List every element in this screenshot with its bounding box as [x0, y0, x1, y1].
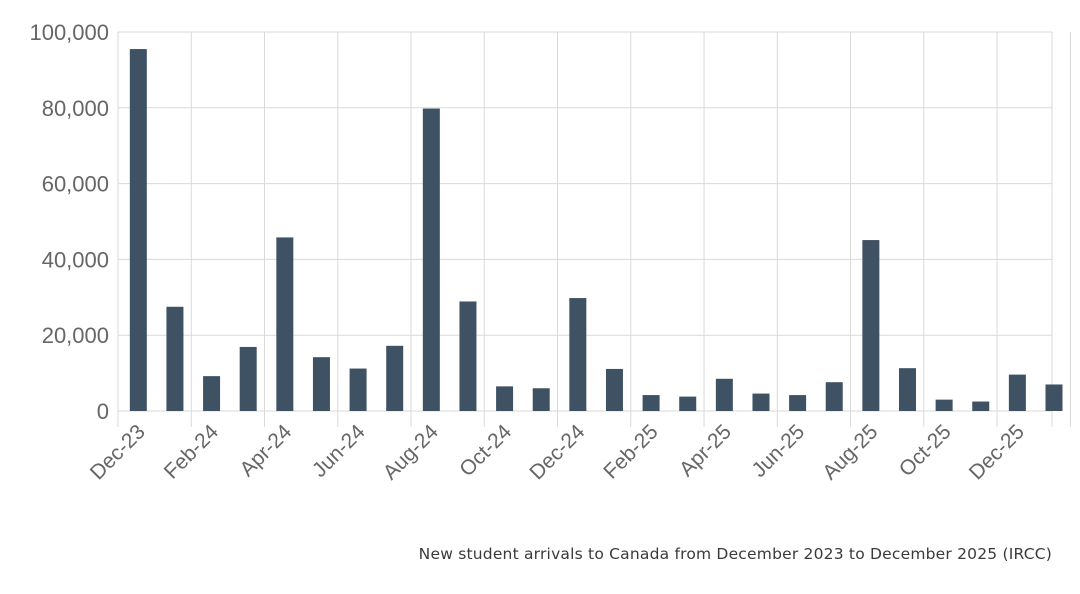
bar-Oct-24: [496, 386, 514, 411]
x-tick-label: Feb-24: [160, 420, 224, 484]
x-tick-label: Apr-24: [236, 420, 297, 481]
chart-caption: New student arrivals to Canada from Dece…: [418, 545, 1052, 563]
bar-Nov-24: [532, 388, 550, 411]
bar-Dec-25: [1008, 374, 1026, 411]
x-axis-ticks: Dec-23 Feb-24 Apr-24 Jun-24 Aug-24 Oct-24 Dec-…: [86, 420, 1029, 484]
y-axis-ticks: 0 20,000 40,000 60,000 80,000 100,000: [29, 20, 109, 424]
bar-Jan-26: [1045, 384, 1063, 411]
bar-Mar-24: [239, 346, 257, 411]
x-tick-label: Aug-25: [818, 420, 882, 484]
bar-Jul-25: [825, 382, 843, 411]
y-tick-label: 20,000: [42, 323, 109, 348]
bar-Aug-24: [422, 108, 440, 412]
bar-Nov-25: [972, 401, 990, 411]
x-tick-label: Apr-25: [675, 420, 736, 481]
y-tick-label: 60,000: [42, 172, 109, 197]
bar-Feb-25: [642, 395, 660, 411]
bar-May-25: [752, 393, 770, 411]
x-tick-label: Feb-25: [599, 420, 662, 483]
bar-Dec-23: [129, 49, 147, 412]
bar-Jan-25: [605, 368, 623, 411]
x-tick-label: Aug-24: [379, 420, 443, 484]
bar-Sep-24: [459, 301, 477, 411]
bar-Feb-24: [203, 376, 221, 411]
y-tick-label: 40,000: [42, 247, 109, 272]
y-tick-label: 80,000: [42, 96, 109, 121]
x-tick-label: Dec-24: [525, 420, 589, 484]
x-tick-label: Oct-24: [455, 420, 516, 481]
x-tick-label: Dec-23: [86, 420, 150, 484]
x-tick-label: Jun-24: [308, 420, 370, 482]
bar-Jun-24: [349, 368, 367, 411]
bar-Oct-25: [935, 399, 953, 411]
bar-Aug-25: [862, 240, 880, 411]
bar-Apr-25: [715, 378, 733, 411]
grid-lines: [117, 31, 1071, 427]
bars: [129, 49, 1063, 412]
bar-May-24: [312, 357, 330, 411]
x-tick-label: Oct-25: [895, 420, 956, 481]
bar-Dec-24: [569, 298, 587, 411]
x-tick-label: Dec-25: [965, 420, 1029, 484]
bar-Jan-24: [166, 306, 184, 411]
bar-Jul-24: [386, 345, 404, 411]
bar-Mar-25: [679, 396, 697, 411]
bar-Jun-25: [789, 395, 807, 411]
bar-Apr-24: [276, 237, 294, 411]
bar-Sep-25: [898, 368, 916, 411]
y-tick-label: 100,000: [29, 20, 109, 45]
y-tick-label: 0: [97, 399, 109, 424]
x-tick-label: Jun-25: [747, 420, 809, 482]
